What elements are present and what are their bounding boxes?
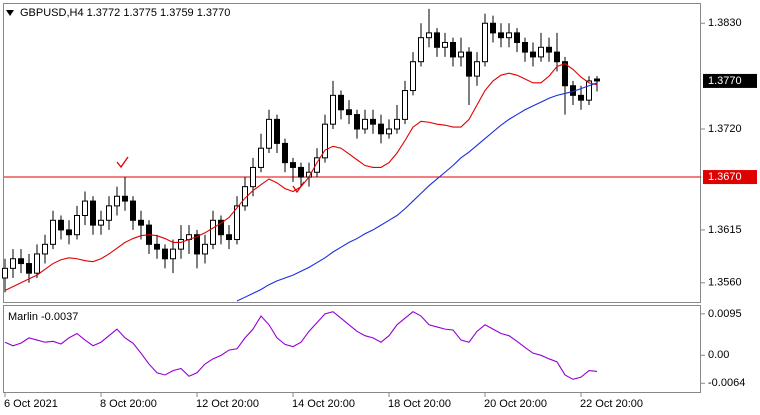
candle-body (42, 243, 48, 255)
candle-body (10, 258, 16, 269)
candle-body (418, 37, 424, 63)
candle-body (370, 118, 376, 125)
y-tick-label: 0.0095 (708, 308, 742, 320)
candle-body (594, 78, 600, 82)
candle-body (322, 123, 328, 159)
dropdown-icon (6, 10, 14, 16)
indicator-line (4, 311, 598, 380)
y-tick-label: 1.3830 (708, 17, 742, 29)
x-tick-label: 18 Oct 20:00 (388, 398, 451, 410)
indicator-line (236, 82, 598, 302)
candle-body (178, 239, 184, 250)
candle-body (474, 61, 480, 77)
candle-body (434, 32, 440, 48)
indicator-line (4, 63, 598, 291)
candle-body (514, 32, 520, 43)
candle-body (74, 214, 80, 236)
level-label-box (703, 170, 757, 185)
x-tick-label: 12 Oct 20:00 (196, 398, 259, 410)
x-tick-label: 14 Oct 20:00 (292, 398, 355, 410)
candle-body (98, 219, 104, 226)
candle-body (386, 128, 392, 135)
candle-body (130, 200, 136, 221)
candle-body (114, 195, 120, 207)
candle-body (162, 248, 168, 260)
candle-body (194, 234, 200, 255)
candle-body (210, 219, 216, 245)
candle-body (154, 243, 160, 250)
candle-body (170, 248, 176, 260)
candle-body (346, 109, 352, 116)
candle-body (450, 41, 456, 58)
candle-body (482, 22, 488, 63)
y-tick-label: 1.3615 (708, 224, 742, 236)
candle-body (490, 22, 496, 34)
candle-body (138, 219, 144, 226)
candle-body (266, 118, 272, 149)
y-tick-label: 1.3720 (708, 123, 742, 135)
y-tick-label: 1.3560 (708, 277, 742, 289)
candle-body (82, 200, 88, 216)
candle-body (362, 118, 368, 130)
candle-body (402, 90, 408, 120)
candle-body (562, 61, 568, 87)
candle-body (2, 267, 8, 279)
candle-body (34, 253, 40, 274)
candle-body (554, 51, 560, 63)
x-tick-label: 20 Oct 20:00 (484, 398, 547, 410)
candle-body (578, 94, 584, 101)
y-tick-label: -0.0064 (708, 377, 745, 389)
x-tick-label: 8 Oct 20:00 (100, 398, 157, 410)
candle-body (426, 32, 432, 39)
candle-body (466, 51, 472, 77)
candle-body (18, 258, 24, 265)
candle-body (394, 118, 400, 130)
x-tick-label: 6 Oct 2021 (4, 398, 58, 410)
candle-body (522, 41, 528, 53)
candle-body (26, 263, 32, 274)
candle-body (546, 46, 552, 53)
main-pane (3, 3, 701, 303)
candle-body (378, 123, 384, 135)
candle-body (330, 94, 336, 125)
candle-body (586, 80, 592, 101)
candle-body (90, 200, 96, 226)
candle-body (298, 166, 304, 178)
candle-body (106, 205, 112, 221)
candle-body (410, 61, 416, 92)
candle-body (218, 219, 224, 236)
candle-body (226, 234, 232, 241)
candle-body (338, 94, 344, 111)
candle-body (498, 32, 504, 39)
candle-body (274, 118, 280, 144)
candle-body (66, 229, 72, 236)
level-label: 1.3670 (708, 171, 742, 183)
y-tick-label: 0.00 (708, 349, 729, 361)
chart-title: GBPUSD,H4 1.3772 1.3775 1.3759 1.3770 (20, 7, 230, 19)
candle-body (530, 51, 536, 58)
check-mark (116, 156, 129, 169)
candle-body (234, 205, 240, 241)
price-label: 1.3770 (708, 75, 742, 87)
candle-body (58, 219, 64, 231)
candle-body (290, 162, 296, 168)
candle-body (538, 46, 544, 58)
candle-body (250, 166, 256, 188)
candle-body (282, 142, 288, 164)
candle-body (122, 195, 128, 202)
candle-body (458, 51, 464, 58)
price-label-box (703, 73, 757, 88)
candle-body (258, 147, 264, 168)
candle-body (314, 157, 320, 173)
candle-body (506, 32, 512, 39)
candle-body (442, 41, 448, 48)
x-tick-label: 22 Oct 20:00 (580, 398, 643, 410)
indicator-pane (3, 305, 701, 393)
candle-body (50, 219, 56, 245)
indicator-label: Marlin -0.0037 (8, 311, 78, 323)
candle-body (202, 243, 208, 255)
candle-body (354, 114, 360, 130)
